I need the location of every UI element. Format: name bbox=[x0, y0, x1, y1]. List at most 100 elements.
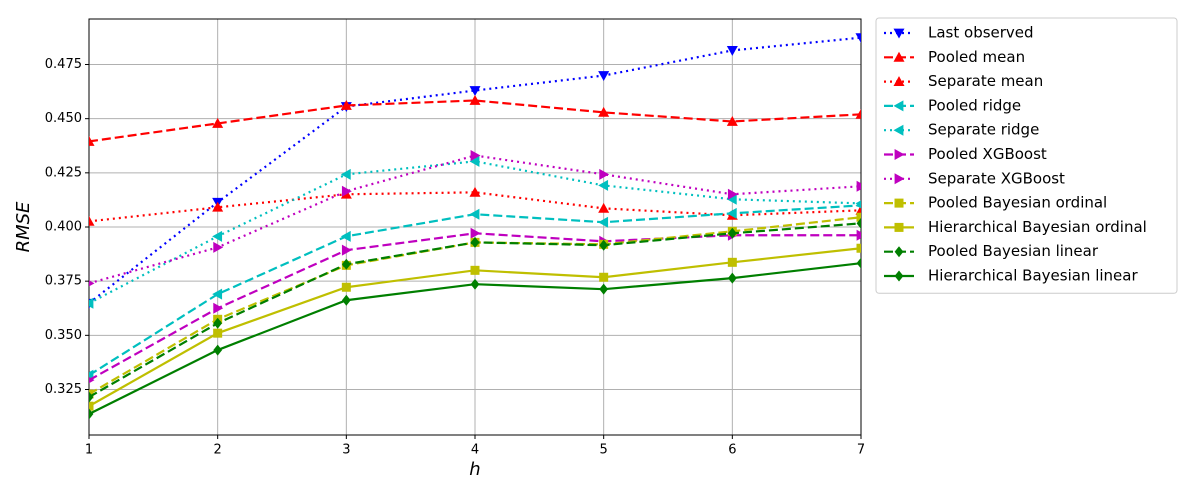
data-point bbox=[89, 135, 95, 146]
data-point bbox=[89, 297, 94, 309]
legend-marker bbox=[893, 76, 905, 86]
data-point bbox=[341, 185, 352, 197]
data-point bbox=[341, 282, 351, 292]
data-point bbox=[856, 257, 861, 269]
data-point bbox=[89, 280, 95, 287]
legend-marker bbox=[894, 173, 905, 185]
x-tick-label: 2 bbox=[214, 443, 222, 458]
legend-marker bbox=[894, 149, 905, 160]
data-point bbox=[469, 208, 480, 220]
x-tick-label: 4 bbox=[471, 443, 479, 458]
data-point bbox=[727, 227, 737, 239]
data-point bbox=[856, 229, 861, 241]
y-tick-label: 0.400 bbox=[45, 220, 82, 235]
legend-box bbox=[875, 17, 1178, 294]
legend-label: Hierarchical Bayesian ordinal bbox=[928, 218, 1147, 236]
data-point bbox=[213, 344, 223, 356]
data-point bbox=[470, 265, 480, 275]
data-point bbox=[212, 201, 224, 212]
data-point bbox=[213, 241, 224, 253]
x-tick-label: 7 bbox=[857, 443, 865, 458]
data-point bbox=[341, 244, 352, 256]
data-point bbox=[89, 389, 94, 399]
data-point bbox=[856, 212, 861, 222]
data-point bbox=[89, 377, 95, 384]
data-point bbox=[341, 258, 351, 270]
data-point bbox=[212, 288, 223, 300]
data-point bbox=[855, 200, 861, 207]
legend-marker bbox=[893, 28, 905, 39]
data-point bbox=[598, 71, 610, 82]
x-tick-label: 5 bbox=[600, 443, 608, 458]
data-point bbox=[340, 230, 351, 242]
x-tick-label: 1 bbox=[85, 443, 93, 458]
data-point bbox=[89, 408, 94, 420]
data-point bbox=[598, 179, 609, 191]
data-point bbox=[89, 391, 94, 403]
data-point bbox=[341, 294, 351, 306]
data-point bbox=[855, 204, 861, 215]
y-tick-label: 0.375 bbox=[45, 274, 82, 289]
legend-label: Pooled ridge bbox=[928, 96, 1021, 114]
legend-marker bbox=[894, 246, 904, 258]
y-tick-label: 0.450 bbox=[45, 111, 82, 126]
data-point bbox=[726, 193, 737, 205]
legend-marker bbox=[893, 100, 904, 112]
data-point bbox=[212, 230, 223, 242]
data-point bbox=[598, 202, 610, 213]
data-point bbox=[599, 272, 609, 282]
legend-marker bbox=[894, 270, 904, 282]
x-tick-label: 3 bbox=[342, 443, 350, 458]
plot-area bbox=[89, 33, 861, 420]
data-point bbox=[855, 108, 861, 119]
data-point bbox=[470, 227, 481, 239]
data-point bbox=[726, 46, 738, 56]
x-tick-label: 6 bbox=[728, 443, 736, 458]
legend-label: Pooled mean bbox=[928, 48, 1025, 66]
data-point bbox=[469, 94, 481, 105]
data-point bbox=[470, 236, 480, 248]
y-tick-label: 0.475 bbox=[45, 57, 82, 72]
data-point bbox=[89, 401, 94, 411]
legend-label: Last observed bbox=[928, 24, 1034, 42]
y-tick-label: 0.325 bbox=[45, 382, 82, 397]
data-point bbox=[727, 188, 738, 200]
legend-label: Separate XGBoost bbox=[928, 169, 1065, 187]
data-point bbox=[212, 117, 224, 128]
data-point bbox=[340, 99, 352, 110]
data-point bbox=[856, 217, 861, 229]
data-point bbox=[470, 278, 480, 290]
data-point bbox=[599, 168, 610, 180]
data-point bbox=[469, 186, 481, 197]
y-tick-label: 0.350 bbox=[45, 328, 82, 343]
y-axis-label: RMSE bbox=[13, 201, 34, 252]
legend-label: Hierarchical Bayesian linear bbox=[928, 267, 1138, 285]
legend-marker bbox=[894, 222, 904, 232]
data-point bbox=[598, 216, 609, 228]
data-point bbox=[727, 257, 737, 267]
legend-marker bbox=[893, 124, 904, 136]
data-point bbox=[727, 272, 737, 284]
data-point bbox=[469, 155, 480, 167]
data-point bbox=[726, 115, 738, 126]
data-point bbox=[213, 317, 223, 329]
data-point bbox=[726, 207, 737, 219]
data-point bbox=[855, 33, 861, 44]
data-point bbox=[89, 215, 95, 226]
legend-label: Pooled XGBoost bbox=[928, 145, 1047, 163]
data-point bbox=[599, 283, 609, 295]
data-point bbox=[340, 168, 351, 180]
legend-marker bbox=[894, 198, 904, 208]
x-axis-label: h bbox=[469, 459, 480, 480]
data-point bbox=[470, 150, 481, 161]
legend-marker bbox=[893, 51, 905, 62]
y-tick-label: 0.425 bbox=[45, 165, 82, 180]
data-point bbox=[213, 302, 224, 314]
data-point bbox=[856, 180, 861, 192]
data-point bbox=[599, 239, 609, 251]
legend-label: Pooled Bayesian ordinal bbox=[928, 194, 1107, 212]
data-point bbox=[856, 243, 861, 253]
legend-label: Separate mean bbox=[928, 72, 1043, 90]
data-point bbox=[213, 328, 223, 338]
